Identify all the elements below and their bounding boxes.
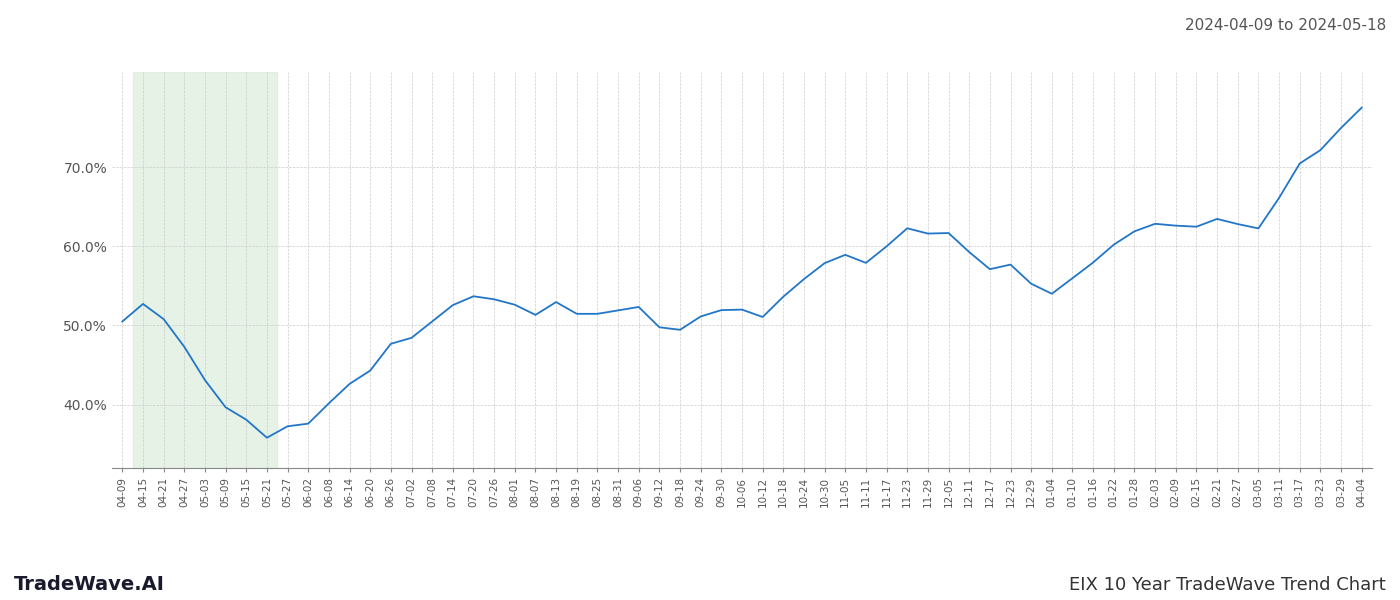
Bar [133,72,277,468]
Text: 2024-04-09 to 2024-05-18: 2024-04-09 to 2024-05-18 [1184,18,1386,33]
Text: TradeWave.AI: TradeWave.AI [14,575,165,594]
Text: EIX 10 Year TradeWave Trend Chart: EIX 10 Year TradeWave Trend Chart [1070,576,1386,594]
